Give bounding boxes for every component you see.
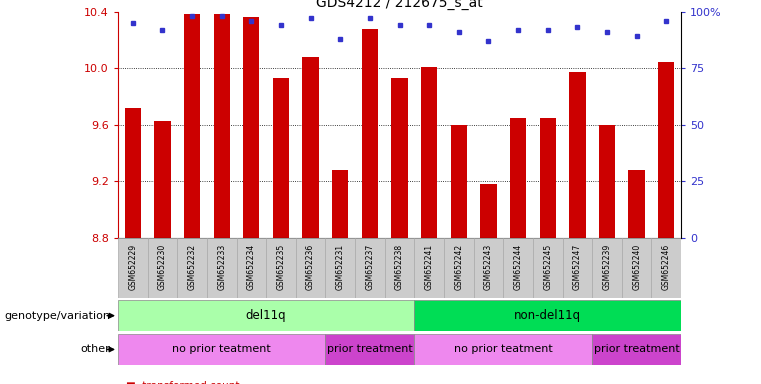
Bar <box>414 238 444 298</box>
Text: non-del11q: non-del11q <box>514 309 581 322</box>
Bar <box>296 238 326 298</box>
Text: prior treatment: prior treatment <box>594 344 680 354</box>
Bar <box>480 184 497 238</box>
Bar <box>355 238 385 298</box>
Bar <box>592 238 622 298</box>
Text: GSM652232: GSM652232 <box>187 244 196 290</box>
Bar <box>184 14 200 238</box>
Bar <box>118 300 414 331</box>
Bar <box>658 63 674 238</box>
Bar <box>599 125 615 238</box>
Bar <box>207 238 237 298</box>
Bar <box>361 28 378 238</box>
Text: GSM652237: GSM652237 <box>365 244 374 290</box>
Text: other: other <box>81 344 110 354</box>
Bar <box>118 238 148 298</box>
Bar <box>266 238 296 298</box>
Bar <box>326 238 355 298</box>
Bar <box>533 238 562 298</box>
Bar <box>148 238 177 298</box>
Text: GSM652242: GSM652242 <box>454 244 463 290</box>
Bar <box>592 334 681 365</box>
Text: GSM652233: GSM652233 <box>217 244 226 290</box>
Bar <box>540 118 556 238</box>
Text: prior treatment: prior treatment <box>327 344 412 354</box>
Bar <box>326 334 414 365</box>
Text: GSM652231: GSM652231 <box>336 244 345 290</box>
Text: no prior teatment: no prior teatment <box>172 344 271 354</box>
Bar <box>125 108 141 238</box>
Bar <box>244 17 260 238</box>
Bar <box>302 57 319 238</box>
Bar <box>177 238 207 298</box>
Text: GSM652239: GSM652239 <box>603 244 612 290</box>
Text: GSM652230: GSM652230 <box>158 244 167 290</box>
Bar <box>154 121 170 238</box>
Text: GSM652241: GSM652241 <box>425 244 434 290</box>
Bar <box>332 170 349 238</box>
Bar <box>622 238 651 298</box>
Bar <box>569 73 585 238</box>
Text: GSM652246: GSM652246 <box>662 244 670 290</box>
Bar <box>385 238 414 298</box>
Bar <box>421 67 438 238</box>
Bar <box>391 78 408 238</box>
Title: GDS4212 / 212675_s_at: GDS4212 / 212675_s_at <box>316 0 483 10</box>
Bar <box>237 238 266 298</box>
Text: GSM652247: GSM652247 <box>573 244 582 290</box>
Bar <box>473 238 503 298</box>
Bar <box>444 238 473 298</box>
Bar <box>451 125 467 238</box>
Text: GSM652245: GSM652245 <box>543 244 552 290</box>
Bar <box>414 300 681 331</box>
Bar <box>562 238 592 298</box>
Text: ■  transformed count: ■ transformed count <box>126 381 239 384</box>
Text: genotype/variation: genotype/variation <box>5 311 110 321</box>
Bar <box>118 334 326 365</box>
Text: GSM652243: GSM652243 <box>484 244 493 290</box>
Bar <box>272 78 289 238</box>
Bar <box>214 14 230 238</box>
Text: GSM652244: GSM652244 <box>514 244 523 290</box>
Text: GSM652236: GSM652236 <box>306 244 315 290</box>
Bar <box>503 238 533 298</box>
Bar <box>414 334 592 365</box>
Text: GSM652238: GSM652238 <box>395 244 404 290</box>
Bar <box>629 170 645 238</box>
Text: GSM652229: GSM652229 <box>129 244 137 290</box>
Text: GSM652240: GSM652240 <box>632 244 641 290</box>
Bar <box>510 118 527 238</box>
Text: no prior teatment: no prior teatment <box>454 344 552 354</box>
Text: del11q: del11q <box>246 309 286 322</box>
Bar <box>651 238 681 298</box>
Text: GSM652235: GSM652235 <box>276 244 285 290</box>
Text: GSM652234: GSM652234 <box>247 244 256 290</box>
